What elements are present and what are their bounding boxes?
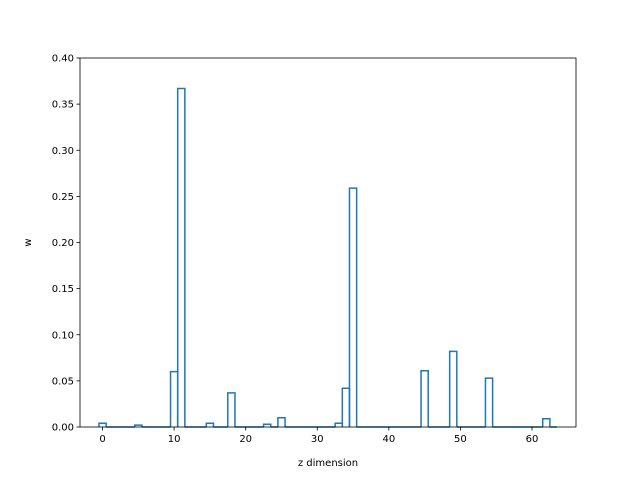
y-tick-label: 0.30	[52, 146, 74, 157]
bar-bin-18	[227, 392, 236, 427]
y-axis-label: w	[23, 238, 34, 246]
bar-bin-11	[176, 87, 186, 427]
bar-bin-25	[277, 417, 286, 427]
plot-area	[80, 58, 576, 427]
bar-bin-5	[134, 424, 143, 427]
plot-frame	[79, 57, 577, 428]
y-tick-label: 0.40	[52, 54, 74, 65]
y-tick-label: 0.20	[52, 238, 74, 249]
x-tick-label: 60	[526, 434, 539, 445]
x-tick-label: 30	[311, 434, 324, 445]
bar-bin-23	[262, 423, 272, 427]
y-tick-label: 0.25	[52, 192, 74, 203]
y-tick-label: 0.00	[52, 423, 74, 434]
x-tick-label: 20	[239, 434, 252, 445]
x-tick-label: 0	[99, 434, 105, 445]
x-tick-label: 40	[382, 434, 395, 445]
bar-bin-35	[348, 187, 358, 427]
y-tick-label: 0.05	[52, 376, 74, 387]
bar-bin-62	[541, 417, 551, 427]
y-tick-label: 0.35	[52, 100, 74, 111]
bar-bin-49	[448, 350, 458, 427]
bar-bin-54	[484, 377, 494, 427]
x-axis-ticks: 0 10 20 30 40 50 60	[99, 427, 538, 445]
y-tick-label: 0.10	[52, 330, 74, 341]
bar-bin-45	[420, 369, 429, 427]
x-axis-label: z dimension	[298, 458, 358, 469]
y-axis-ticks: 0.00 0.05 0.10 0.15 0.20 0.25 0.30 0.35 0.40	[52, 54, 80, 434]
bar-bin-0	[98, 422, 107, 427]
x-tick-label: 10	[168, 434, 181, 445]
x-tick-label: 50	[454, 434, 467, 445]
bar-bin-15	[205, 422, 215, 427]
y-tick-label: 0.15	[52, 284, 74, 295]
